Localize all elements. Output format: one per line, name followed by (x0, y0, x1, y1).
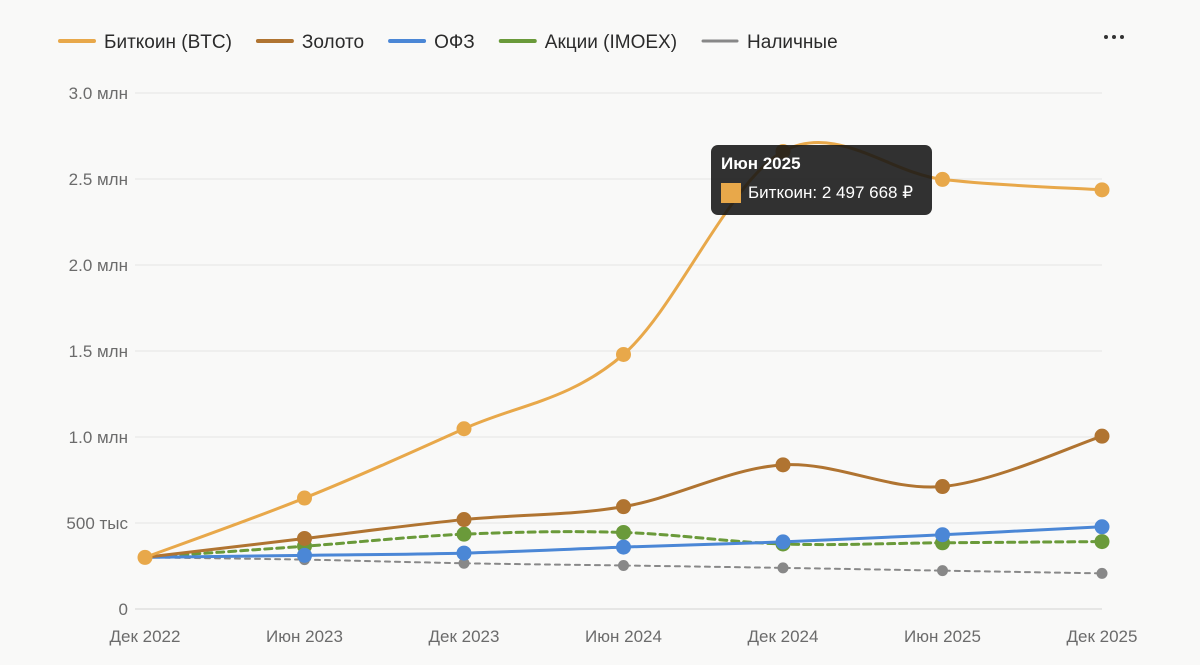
legend: Биткоин (BTC) Золото ОФЗ Акции (IMOEX) Налич… (58, 32, 838, 53)
data-point[interactable] (297, 547, 312, 563)
data-point[interactable] (937, 565, 948, 577)
data-point[interactable] (935, 527, 950, 543)
data-point[interactable] (456, 421, 472, 437)
data-point[interactable] (137, 549, 153, 565)
legend-label: Акции (IMOEX) (545, 32, 677, 53)
y-tick-label: 2.5 млн (69, 170, 128, 189)
chart-menu-button[interactable] (1094, 22, 1134, 52)
legend-item[interactable]: ОФЗ (388, 32, 475, 53)
tooltip-row: Биткоин: 2 497 668 ₽ (721, 182, 922, 204)
x-tick-label: Дек 2025 (1067, 627, 1138, 646)
more-horizontal-icon (1120, 35, 1124, 39)
data-point[interactable] (1096, 567, 1108, 579)
tooltip-swatch (721, 183, 741, 203)
legend-label: ОФЗ (434, 32, 475, 53)
data-point[interactable] (616, 539, 631, 555)
y-tick-label: 1.5 млн (69, 342, 128, 361)
y-axis: 0 500 тыс 1.0 млн 1.5 млн 2.0 млн 2.5 млн 3.0 … (66, 84, 128, 619)
x-axis: Дек 2022 Июн 2023 Дек 2023 Июн 2024 Дек 2024… (110, 627, 1138, 646)
data-point[interactable] (1094, 534, 1110, 550)
data-point[interactable] (297, 530, 312, 546)
data-point[interactable] (456, 545, 472, 561)
y-tick-label: 2.0 млн (69, 256, 128, 275)
y-tick-label: 500 тыс (66, 514, 128, 533)
x-tick-label: Июн 2025 (904, 627, 981, 646)
legend-label: Наличные (747, 32, 838, 53)
data-point[interactable] (775, 534, 791, 550)
legend-label: Золото (302, 32, 364, 53)
legend-item[interactable]: Акции (IMOEX) (498, 32, 677, 53)
x-tick-label: Дек 2023 (429, 627, 500, 646)
x-tick-label: Дек 2022 (110, 627, 181, 646)
legend-item[interactable]: Биткоин (BTC) (58, 32, 232, 53)
x-tick-label: Июн 2024 (585, 627, 662, 646)
tooltip-title: Июн 2025 (721, 154, 801, 173)
data-point[interactable] (456, 512, 472, 528)
y-tick-label: 1.0 млн (69, 428, 128, 447)
tooltip: Июн 2025 Биткоин: 2 497 668 ₽ (711, 145, 932, 215)
data-point[interactable] (616, 524, 631, 540)
data-point[interactable] (616, 499, 631, 515)
data-point[interactable] (458, 557, 470, 569)
more-horizontal-icon (1112, 35, 1116, 39)
data-point[interactable] (616, 346, 631, 362)
y-tick-label: 0 (119, 600, 128, 619)
more-horizontal-icon (1104, 35, 1108, 39)
data-point[interactable] (297, 490, 312, 506)
legend-item[interactable]: Золото (255, 32, 364, 53)
data-point[interactable] (618, 559, 629, 571)
data-point[interactable] (777, 562, 789, 574)
data-point[interactable] (935, 479, 950, 495)
series-points (137, 143, 1110, 579)
data-point[interactable] (775, 457, 791, 473)
legend-label: Биткоин (BTC) (104, 32, 232, 53)
tooltip-label: Биткоин: 2 497 668 ₽ (748, 183, 914, 202)
data-point[interactable] (456, 526, 472, 542)
x-tick-label: Дек 2024 (748, 627, 819, 646)
data-point[interactable] (1094, 519, 1110, 535)
data-point[interactable] (935, 171, 950, 187)
y-tick-label: 3.0 млн (69, 84, 128, 103)
legend-item[interactable]: Наличные (701, 32, 838, 53)
data-point[interactable] (1094, 182, 1110, 198)
data-point[interactable] (1094, 428, 1110, 444)
x-tick-label: Июн 2023 (266, 627, 343, 646)
